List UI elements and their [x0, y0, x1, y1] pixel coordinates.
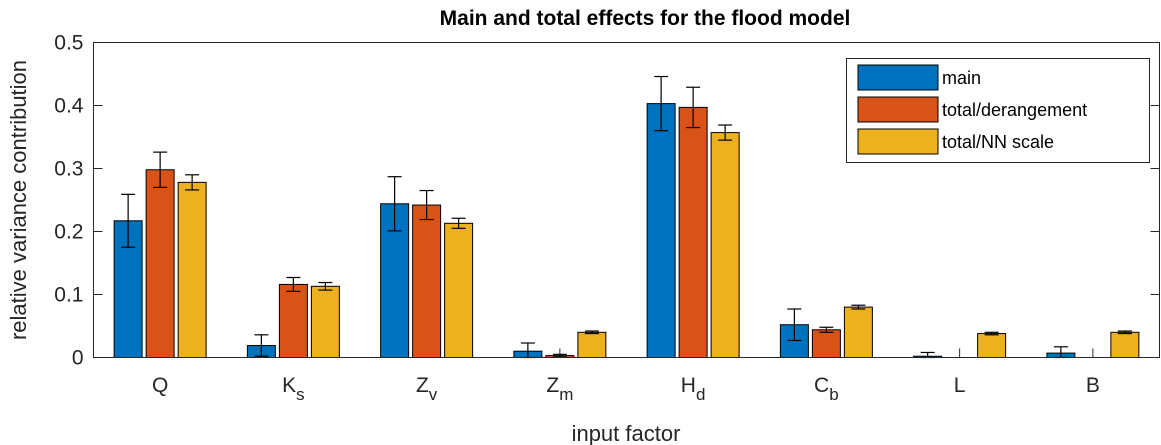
y-tick-label: 0.2 [54, 221, 83, 244]
bar-total-derangement [278, 283, 308, 359]
bar-total-nn-scale [1110, 331, 1140, 358]
error-bar [552, 353, 567, 358]
error-bar [584, 330, 599, 335]
error-bar [1117, 330, 1132, 335]
error-bar [153, 151, 168, 188]
error-bar [451, 217, 466, 229]
y-axis-label: relative variance contribution [6, 60, 31, 340]
x-tick-label-base: C [814, 374, 829, 397]
y-tick-label: 0 [72, 347, 84, 370]
legend-label: main [942, 68, 981, 88]
bar-total-nn-scale [977, 333, 1007, 358]
error-bar [419, 189, 434, 221]
bar-total-derangement [678, 106, 708, 358]
x-tick-label: Zm [546, 374, 573, 404]
error-bars [121, 75, 1132, 359]
bar-main [646, 103, 676, 358]
error-bar [819, 326, 834, 333]
x-tick-label-subscript: d [696, 385, 705, 404]
error-bar [654, 75, 669, 132]
error-bar [718, 124, 733, 141]
plot-frame [93, 42, 1160, 358]
legend-swatch [857, 96, 939, 123]
y-tick-label: 0.1 [54, 284, 83, 307]
x-tick-label: Zv [416, 374, 438, 404]
x-axis-ticks: Q Ks Zv Zm Hd Cb L B [152, 348, 1100, 404]
error-bar [185, 174, 200, 191]
error-bar [318, 281, 333, 291]
error-bar [686, 86, 701, 129]
error-bar [984, 331, 999, 336]
error-bar [851, 304, 866, 310]
bar-total-nn-scale [310, 285, 340, 358]
legend-swatch [857, 128, 939, 155]
x-tick-label-base: L [954, 374, 966, 397]
x-tick-label-base: H [681, 374, 696, 397]
x-tick-label-subscript: s [296, 385, 305, 404]
bar-total-nn-scale [577, 331, 607, 358]
x-axis-label: input factor [572, 421, 681, 445]
error-bar [254, 334, 269, 357]
legend: main total/derangement total/NN scale [846, 58, 1150, 163]
y-tick-label: 0.5 [54, 32, 83, 55]
bar-total-nn-scale [177, 181, 207, 358]
chart-title: Main and total effects for the flood mod… [440, 7, 851, 30]
legend-label: total/NN scale [942, 132, 1054, 152]
legend-swatch [857, 64, 939, 91]
y-tick-label: 0.4 [54, 95, 84, 118]
x-tick-label-subscript: b [829, 385, 838, 404]
x-tick-label-base: Q [152, 374, 168, 397]
x-tick-label-base: Z [416, 374, 429, 397]
x-tick-label-subscript: m [559, 385, 573, 404]
x-tick-label-subscript: v [429, 385, 438, 404]
x-tick-label-base: Z [546, 374, 559, 397]
error-bar [787, 308, 802, 342]
y-axis-ticks: 0 0.1 0.2 0.3 0.4 0.5 [54, 32, 1160, 370]
error-bar [286, 276, 301, 292]
error-bar [121, 193, 136, 248]
bar-total-nn-scale [444, 222, 474, 358]
x-tick-label: Q [152, 374, 168, 397]
x-tick-label: L [954, 374, 966, 397]
legend-label: total/derangement [942, 100, 1087, 120]
x-tick-label: Hd [681, 374, 706, 404]
x-tick-label: Ks [282, 374, 305, 404]
error-bar [387, 176, 402, 232]
bar-total-derangement [811, 329, 841, 358]
x-tick-label-base: B [1086, 374, 1100, 397]
bar-total-derangement [145, 169, 175, 358]
bar-total-derangement [412, 204, 442, 358]
bar-total-nn-scale [843, 306, 873, 359]
bar-total-nn-scale [710, 132, 740, 358]
x-tick-label-base: K [282, 374, 296, 397]
x-tick-label: Cb [814, 374, 839, 404]
y-tick-label: 0.3 [54, 158, 83, 181]
x-tick-label: B [1086, 374, 1100, 397]
